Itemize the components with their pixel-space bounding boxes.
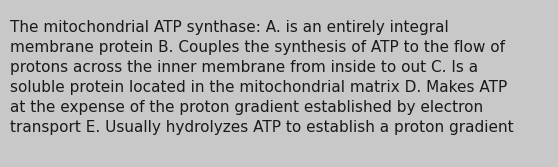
Text: The mitochondrial ATP synthase: A. is an entirely integral
membrane protein B. C: The mitochondrial ATP synthase: A. is an…: [10, 20, 514, 135]
